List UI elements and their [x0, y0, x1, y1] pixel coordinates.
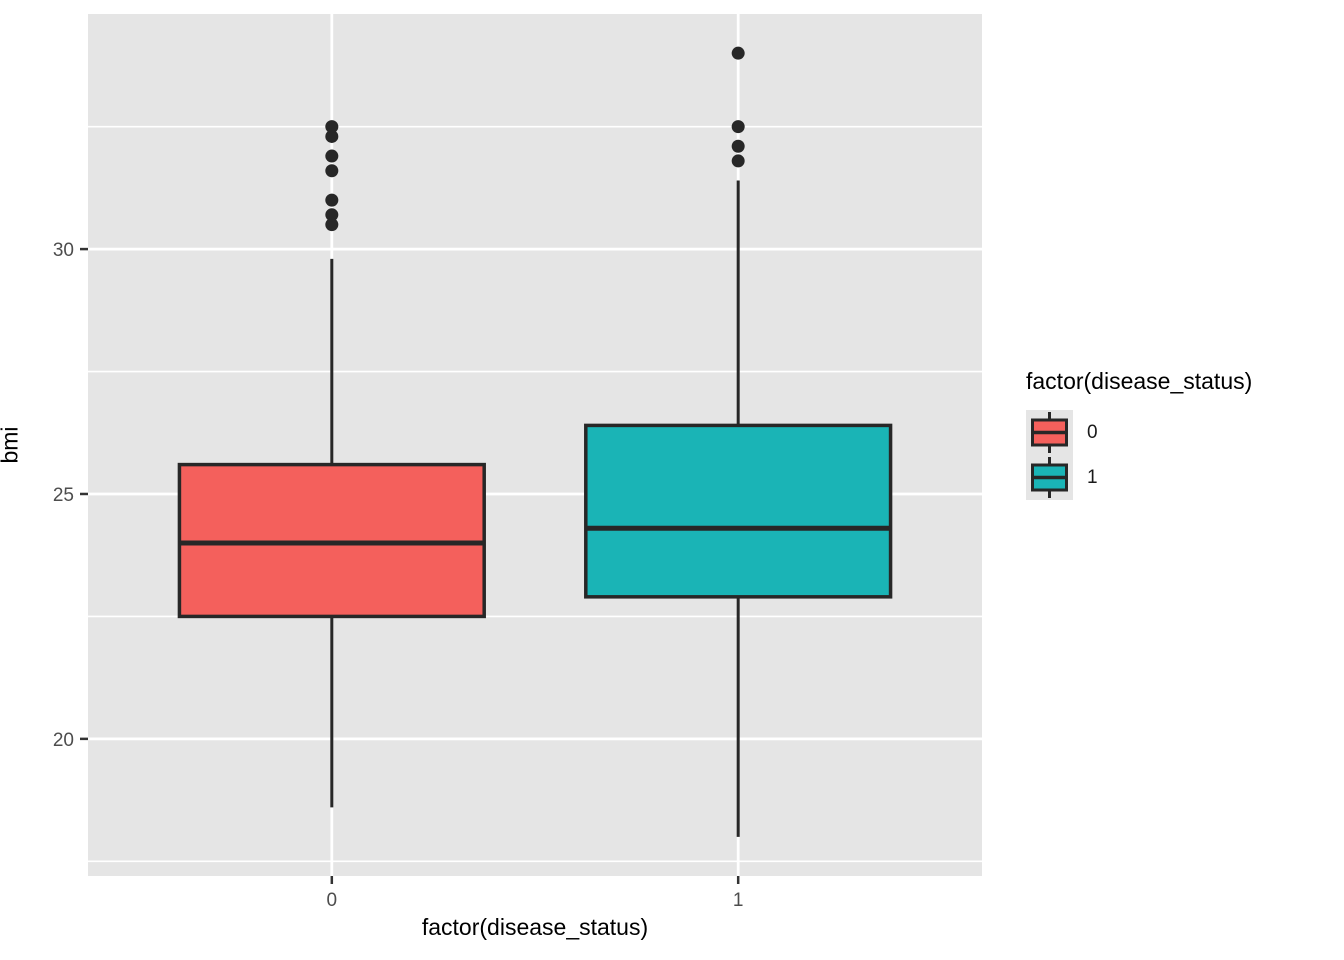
outlier-point [731, 154, 745, 168]
outlier-point [731, 46, 745, 60]
outlier-point [731, 120, 745, 134]
box-iqr [584, 423, 893, 599]
x-tick-label: 0 [327, 890, 338, 911]
legend-item-1: 1 [1026, 455, 1252, 500]
x-axis-title: factor(disease_status) [421, 914, 649, 940]
legend-label: 1 [1087, 466, 1098, 488]
legend-key-boxplot-icon [1026, 410, 1073, 455]
outlier-point [325, 149, 339, 163]
outlier-point [325, 218, 339, 232]
legend: factor(disease_status) 0 1 [1026, 368, 1252, 500]
y-axis-title: bmi [0, 426, 23, 464]
outlier-point [325, 129, 339, 143]
outlier-point [325, 208, 339, 222]
y-tick-label: 30 [53, 240, 74, 261]
legend-item-0: 0 [1026, 410, 1252, 455]
outlier-point [325, 164, 339, 178]
outlier-point [325, 193, 339, 207]
y-tick-label: 20 [53, 730, 74, 751]
x-tick-label: 1 [733, 890, 744, 911]
y-tick-label: 25 [53, 485, 74, 506]
outlier-point [731, 139, 745, 153]
legend-label: 0 [1087, 421, 1098, 443]
legend-key-boxplot-icon [1026, 455, 1073, 500]
legend-title: factor(disease_status) [1026, 368, 1253, 394]
outlier-point [325, 120, 339, 134]
legend-items: 0 1 [1026, 410, 1252, 500]
